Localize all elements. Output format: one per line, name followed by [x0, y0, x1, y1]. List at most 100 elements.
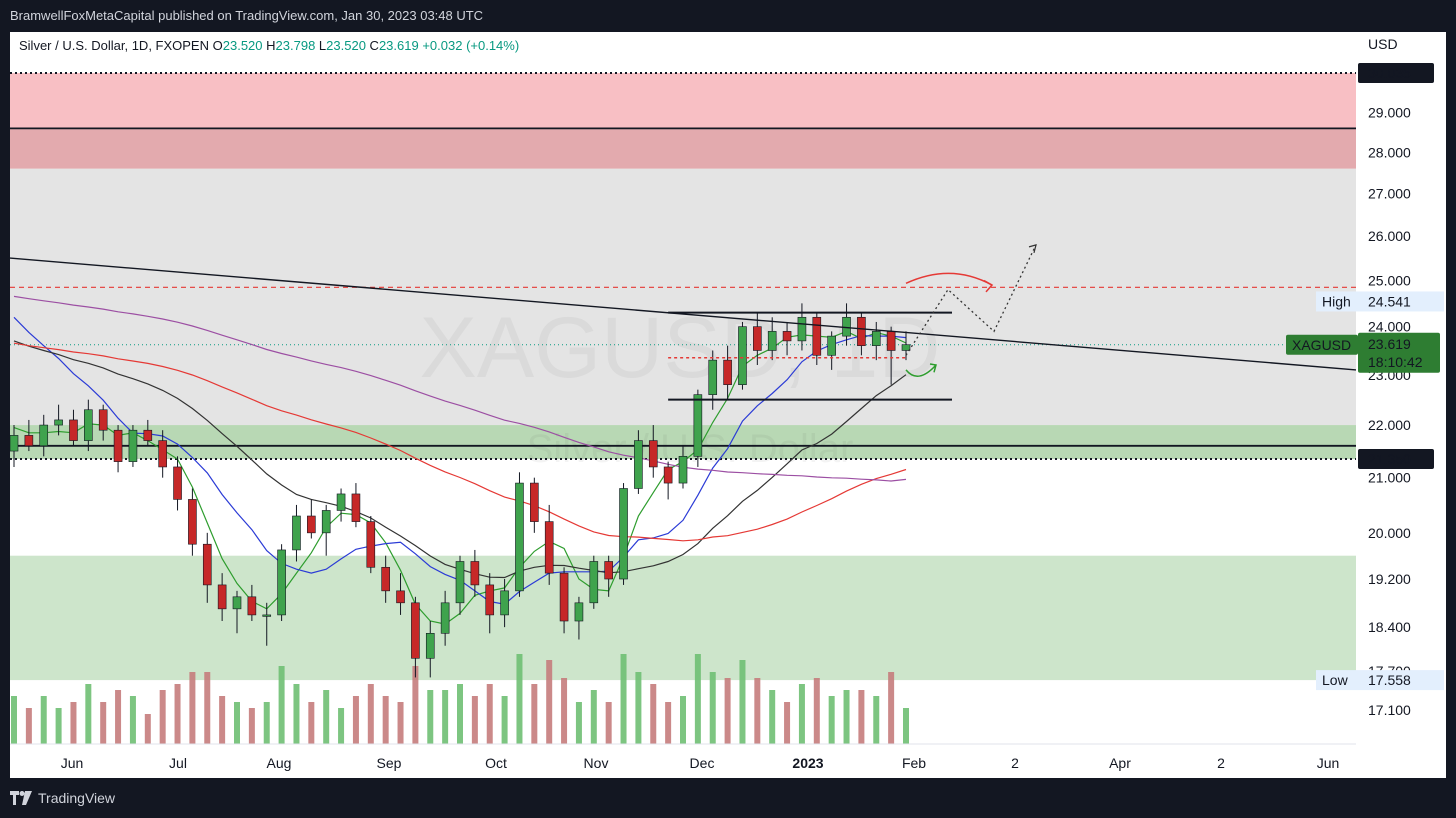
x-tick-label: Jun — [61, 755, 84, 771]
volume-bar — [516, 654, 523, 744]
candle-body — [39, 424, 49, 447]
volume-bar — [248, 708, 255, 744]
candle-body — [767, 331, 777, 351]
volume-bar — [828, 696, 835, 744]
y-tick-label: 22.000 — [1368, 417, 1411, 433]
candle-body — [500, 590, 509, 616]
volume-bar — [25, 708, 32, 744]
candles-layer — [10, 303, 911, 678]
y-tick-label: 29.000 — [1368, 105, 1411, 121]
volume-bar — [531, 684, 538, 744]
volume-bar — [85, 684, 92, 744]
watermark-symbol: XAGUSD, 1D — [420, 300, 941, 396]
candle-body — [574, 602, 584, 622]
candle-body — [232, 596, 242, 610]
sma-red-line — [13, 342, 907, 542]
candle-body — [54, 419, 63, 426]
volume-bar — [635, 672, 642, 744]
candle-body — [247, 596, 257, 616]
chart-svg[interactable]: XAGUSD, 1D Silver / U.S. Dollar 29.000 28… — [10, 32, 1446, 778]
volume-bar — [754, 678, 761, 744]
candle-body — [559, 572, 569, 622]
volume-bar — [769, 690, 776, 744]
volume-bar — [590, 690, 597, 744]
price-label-box — [1358, 332, 1440, 373]
candle-body — [827, 335, 836, 356]
x-tick-label: 2 — [1217, 755, 1225, 771]
candle-body — [158, 440, 167, 468]
candle-body — [589, 561, 599, 604]
volume-bar — [546, 660, 553, 744]
price-label-tag: Low — [1322, 672, 1349, 688]
candle-body — [901, 344, 911, 351]
candle-body — [619, 488, 628, 580]
candle-body — [277, 549, 286, 616]
candle-body — [485, 584, 495, 616]
volume-bar — [903, 708, 909, 744]
price-label-text: 21.350 — [1368, 451, 1411, 467]
green-arrowhead — [929, 363, 937, 373]
volume-bar — [204, 672, 211, 744]
tradingview-logo-icon — [10, 791, 32, 805]
countdown-text: 18:10:42 — [1368, 354, 1423, 370]
publisher-line: BramwellFoxMetaCapital published on Trad… — [10, 8, 484, 23]
candle-body — [753, 326, 762, 351]
candle-body — [455, 561, 465, 604]
open-label: O — [212, 38, 223, 53]
candle-body — [797, 316, 807, 342]
trendline — [10, 257, 1357, 371]
red-arrowhead — [983, 279, 994, 293]
volume-bar — [382, 696, 389, 744]
green-curved-arrow — [905, 364, 937, 377]
price-label-box — [1358, 63, 1434, 83]
low-value: 23.520 — [326, 38, 366, 53]
x-tick-label: Dec — [690, 755, 715, 771]
y-tick-label: 18.400 — [1368, 619, 1411, 635]
annotations-layer — [10, 244, 1357, 401]
volume-bar — [457, 684, 463, 744]
candle-body — [440, 602, 450, 634]
price-label-text: 24.541 — [1368, 293, 1411, 309]
candle-body — [321, 510, 331, 534]
candle-body — [396, 590, 405, 604]
x-tick-label: Apr — [1109, 755, 1131, 771]
y-tick-label: 17.100 — [1368, 702, 1411, 718]
footer-brand: TradingView — [38, 790, 116, 806]
candle-body — [307, 515, 316, 534]
chart-area[interactable]: XAGUSD, 1D Silver / U.S. Dollar 29.000 28… — [10, 32, 1446, 778]
candle-body — [262, 614, 272, 617]
candle-body — [886, 331, 896, 351]
zone-support-lower — [10, 555, 1356, 681]
y-tick-label: 19.200 — [1368, 571, 1411, 587]
price-label-box — [1358, 448, 1434, 469]
volume-bar — [308, 702, 315, 744]
footer: TradingView — [10, 790, 115, 806]
volume-bar — [129, 696, 136, 744]
volume-bar — [338, 708, 345, 744]
volume-bar — [813, 678, 820, 744]
candle-body — [470, 561, 480, 586]
volume-bar — [680, 696, 686, 744]
candle-body — [113, 429, 123, 462]
volume-bar — [501, 696, 508, 744]
volume-bar — [100, 702, 107, 744]
volume-bar — [873, 696, 880, 744]
symbol-tag-box — [1286, 334, 1358, 355]
volume-bar — [40, 696, 47, 744]
volume-bar — [219, 696, 226, 744]
candle-body — [10, 435, 19, 452]
candle-body — [738, 326, 747, 385]
watermark-layer: XAGUSD, 1D Silver / U.S. Dollar — [420, 300, 941, 471]
price-label-box — [1316, 670, 1444, 691]
volume-bar — [115, 690, 122, 744]
candle-body — [202, 543, 212, 586]
high-label: H — [266, 38, 276, 53]
volume-bar — [888, 672, 895, 744]
candle-body — [530, 482, 539, 522]
volume-bar — [70, 702, 77, 744]
symbol-legend[interactable]: Silver / U.S. Dollar, 1D, FXOPEN O23.520… — [19, 38, 519, 53]
candle-body — [544, 521, 554, 574]
candle-body — [84, 409, 93, 441]
volume-bar — [55, 708, 62, 744]
